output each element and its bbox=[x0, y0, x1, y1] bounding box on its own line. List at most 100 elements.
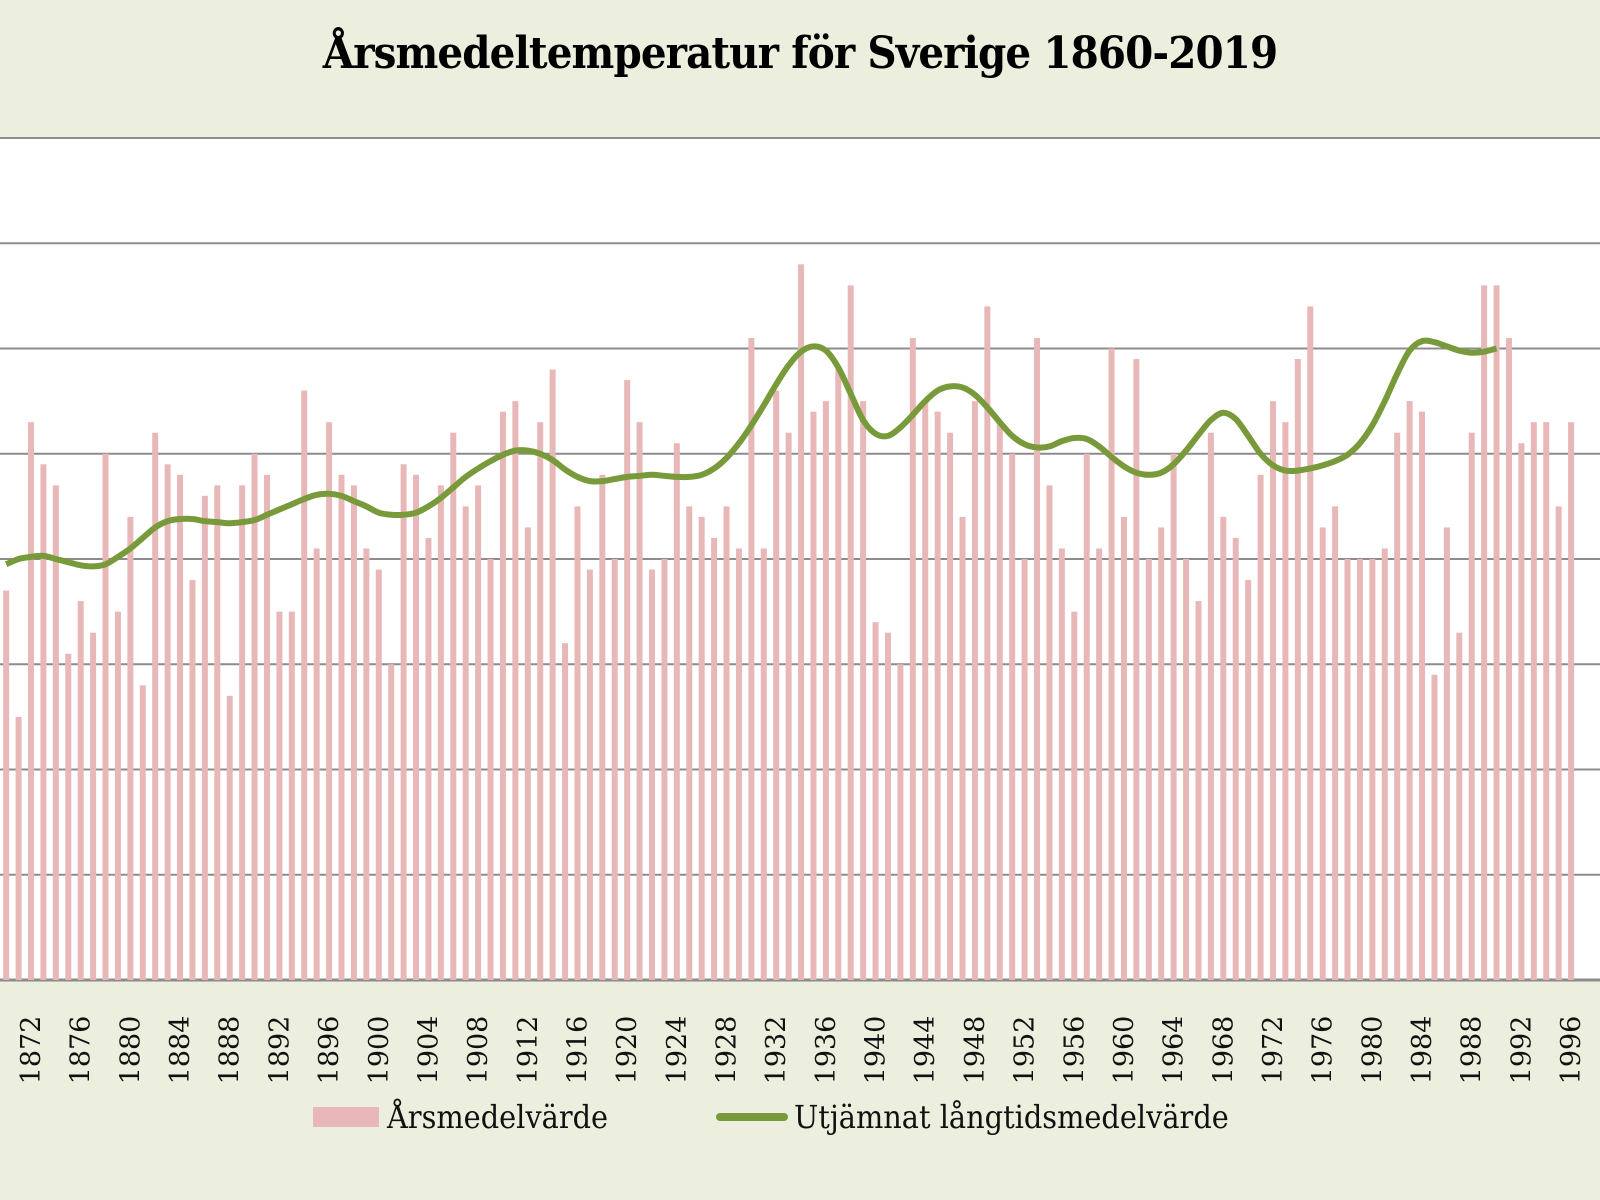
x-tick-label: 1972 bbox=[1258, 1016, 1289, 1085]
bar-1964 bbox=[1170, 453, 1177, 980]
bar-1939 bbox=[860, 401, 867, 980]
bar-1926 bbox=[698, 516, 705, 980]
x-tick-label: 1928 bbox=[712, 1016, 743, 1085]
bar-1935 bbox=[810, 411, 817, 980]
bar-1879 bbox=[114, 611, 121, 980]
bar-1902 bbox=[400, 464, 407, 980]
bar-1950 bbox=[996, 422, 1003, 980]
bar-1930 bbox=[748, 337, 755, 981]
bar-1870 bbox=[3, 590, 10, 980]
bar-1968 bbox=[1220, 516, 1227, 980]
x-tick-label: 1916 bbox=[562, 1016, 593, 1085]
bar-1883 bbox=[164, 464, 171, 980]
x-tick-label: 1992 bbox=[1506, 1016, 1537, 1085]
bar-1942 bbox=[897, 664, 904, 980]
bar-1875 bbox=[65, 653, 72, 980]
bar-1955 bbox=[1058, 548, 1065, 980]
bar-1972 bbox=[1270, 401, 1276, 980]
bar-1941 bbox=[884, 632, 891, 980]
x-tick-label: 1904 bbox=[413, 1016, 444, 1085]
bar-1993 bbox=[1530, 422, 1537, 980]
legend-swatch-line bbox=[716, 1113, 788, 1121]
legend-label: Årsmedelvärde bbox=[387, 1098, 609, 1136]
bar-1952 bbox=[1021, 559, 1028, 980]
bar-1898 bbox=[350, 485, 357, 980]
x-tick-label: 1964 bbox=[1159, 1016, 1190, 1085]
bar-1922 bbox=[649, 569, 655, 980]
bar-1900 bbox=[375, 569, 382, 980]
legend-item-bars: Årsmedelvärde bbox=[313, 1092, 633, 1142]
x-tick-label: 1892 bbox=[264, 1016, 295, 1085]
bar-1989 bbox=[1481, 285, 1488, 981]
bar-1905 bbox=[437, 485, 444, 980]
bar-1985 bbox=[1431, 674, 1438, 980]
bar-1996 bbox=[1568, 422, 1575, 980]
x-tick-label: 1940 bbox=[861, 1016, 892, 1085]
bar-1978 bbox=[1344, 559, 1351, 980]
bar-1965 bbox=[1183, 559, 1190, 980]
bar-1979 bbox=[1356, 559, 1363, 980]
bar-1948 bbox=[971, 401, 978, 980]
bar-1874 bbox=[52, 485, 59, 980]
bar-1919 bbox=[611, 559, 618, 980]
bar-1988 bbox=[1468, 432, 1475, 980]
bar-1872 bbox=[28, 422, 34, 980]
x-tick-label: 1920 bbox=[612, 1016, 643, 1085]
bar-1959 bbox=[1108, 348, 1115, 980]
x-tick-label: 1944 bbox=[910, 1016, 941, 1085]
x-tick-label: 1984 bbox=[1407, 1016, 1438, 1085]
bar-1936 bbox=[822, 401, 829, 980]
bar-1921 bbox=[636, 422, 643, 980]
x-tick-label: 1976 bbox=[1308, 1016, 1339, 1085]
bar-1907 bbox=[462, 506, 469, 980]
bar-1986 bbox=[1443, 527, 1450, 980]
bar-1899 bbox=[363, 548, 370, 980]
bar-1924 bbox=[673, 443, 680, 981]
legend-label: Utjämnat långtidsmedelvärde bbox=[794, 1098, 1229, 1136]
bar-1984 bbox=[1419, 411, 1426, 980]
chart-title: Årsmedeltemperatur för Sverige 1860-2019 bbox=[322, 28, 1278, 79]
bar-1901 bbox=[388, 664, 395, 980]
bar-1937 bbox=[835, 369, 842, 980]
bar-1903 bbox=[413, 474, 420, 980]
bar-1946 bbox=[947, 432, 954, 980]
bar-1893 bbox=[288, 611, 295, 980]
bar-1904 bbox=[425, 537, 432, 980]
bar-1913 bbox=[537, 422, 544, 980]
x-tick-label: 1952 bbox=[1010, 1016, 1041, 1085]
bar-1957 bbox=[1083, 453, 1090, 980]
bar-1967 bbox=[1207, 432, 1214, 980]
bar-1994 bbox=[1543, 422, 1550, 980]
bar-1981 bbox=[1381, 548, 1388, 980]
x-tick-label: 1948 bbox=[960, 1016, 991, 1085]
bar-1887 bbox=[214, 485, 221, 980]
bar-1929 bbox=[735, 548, 742, 980]
bar-1932 bbox=[773, 390, 780, 981]
bar-1931 bbox=[760, 548, 767, 980]
bar-1920 bbox=[624, 380, 631, 980]
bar-1949 bbox=[984, 306, 991, 980]
bar-1923 bbox=[661, 559, 668, 980]
bar-1992 bbox=[1518, 443, 1525, 981]
legend-item-line: Utjämnat långtidsmedelvärde bbox=[716, 1092, 1277, 1142]
bar-1881 bbox=[139, 685, 146, 980]
bar-1873 bbox=[40, 464, 47, 980]
bar-1877 bbox=[90, 632, 97, 980]
bar-1958 bbox=[1096, 548, 1103, 980]
bar-1953 bbox=[1034, 337, 1041, 981]
x-tick-label: 1908 bbox=[463, 1016, 494, 1085]
bar-1888 bbox=[226, 695, 233, 980]
bar-1890 bbox=[251, 453, 258, 980]
bar-1945 bbox=[934, 411, 941, 980]
bar-1973 bbox=[1282, 422, 1289, 980]
bar-1914 bbox=[549, 369, 556, 980]
bar-1889 bbox=[239, 485, 246, 980]
x-tick-label: 1996 bbox=[1556, 1016, 1587, 1085]
bar-1969 bbox=[1232, 537, 1239, 980]
bar-1927 bbox=[711, 537, 718, 980]
x-tick-label: 1896 bbox=[314, 1016, 345, 1085]
bar-1891 bbox=[263, 474, 270, 980]
bar-1916 bbox=[574, 506, 581, 980]
bar-1886 bbox=[201, 495, 208, 980]
bar-1987 bbox=[1456, 632, 1463, 980]
